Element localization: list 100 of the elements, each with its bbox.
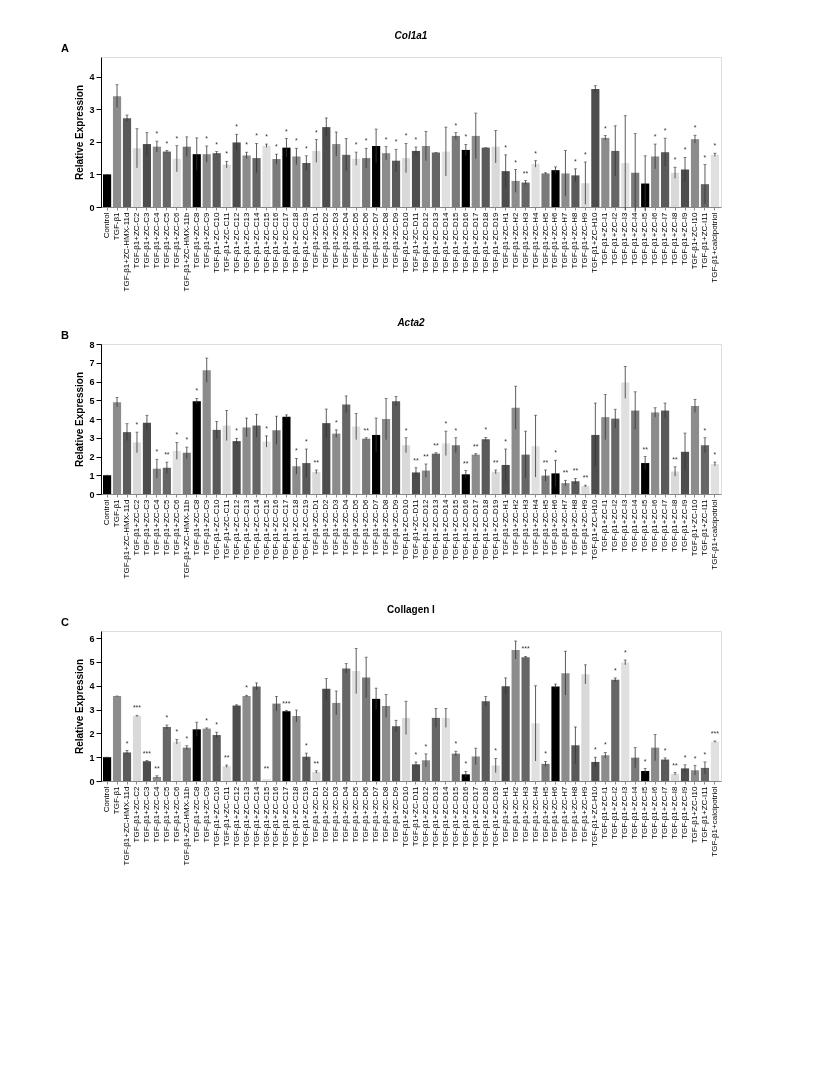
x-tick-label: TGF-β1+ZC-C13 xyxy=(241,211,251,273)
x-tick-label: TGF-β1+ZC-C15 xyxy=(261,785,271,847)
x-tick-label: TGF-β1+ZC-D12 xyxy=(420,498,430,560)
x-tick-label: TGF-β1+calcipotriol xyxy=(709,499,719,570)
x-tick-label: TGF-β1+ZC-I3 xyxy=(620,785,630,839)
x-tick-label: TGF-β1+ZC-C2 xyxy=(131,785,141,843)
x-tick-label: TGF-β1+ZC-C5 xyxy=(161,785,171,843)
x-tick-label: TGF-β1+ZC-H9 xyxy=(580,498,590,556)
x-tick-label: TGF-β1+ZC-D12 xyxy=(420,785,430,847)
x-tick-label: TGF-β1+ZC-D7 xyxy=(371,785,381,843)
x-tick-label: TGF-β1+ZC-I9 xyxy=(680,785,690,839)
x-tick-label: Control xyxy=(102,212,112,239)
x-tick-label: Control xyxy=(102,499,112,526)
x-tick-label: TGF-β1+ZC-I8 xyxy=(670,498,680,552)
x-tick-label: TGF-β1+ZC-I4 xyxy=(630,211,640,265)
x-tick-label: TGF-β1+calcipotriol xyxy=(709,212,719,283)
x-tick-label: TGF-β1+ZC-C4 xyxy=(151,785,161,843)
x-tick-label: TGF-β1+ZC-H6 xyxy=(550,211,560,269)
x-tick-label: TGF-β1+ZC-I1 xyxy=(600,785,610,839)
x-tick-label: TGF-β1+ZC-D8 xyxy=(381,211,391,269)
x-tick-label: TGF-β1+ZC-C2 xyxy=(131,211,141,269)
x-tick-label: TGF-β1+ZC-I9 xyxy=(680,498,690,552)
text: C xyxy=(61,616,69,628)
y-tick-label: 2 xyxy=(89,452,95,462)
x-tick-label: TGF-β1+ZC-I7 xyxy=(660,785,670,839)
y-tick-label: 7 xyxy=(89,358,95,369)
x-tick-label: TGF-β1+ZC-C18 xyxy=(291,785,301,847)
x-tick-label: TGF-β1+ZC-H2 xyxy=(510,785,520,843)
x-tick-label: TGF-β1+ZC-D7 xyxy=(371,211,381,269)
x-tick-label: TGF-β1+ZC-D16 xyxy=(460,211,470,273)
x-tick-label: TGF-β1+ZC-D9 xyxy=(391,785,401,843)
x-tick-label: TGF-β1+ZC-C17 xyxy=(281,498,291,560)
x-tick-label: TGF-β1+ZC-H4 xyxy=(530,785,540,843)
y-tick-label: 1 xyxy=(89,752,95,763)
x-tick-label: TGF-β1+ZC-C12 xyxy=(231,785,241,847)
x-tick-label: TGF-β1+ZC-C5 xyxy=(161,211,171,269)
x-tick-label: TGF-β1+ZC-C18 xyxy=(291,498,301,560)
x-tick-label: TGF-β1+ZC-C6 xyxy=(171,211,181,269)
x-tick-label: TGF-β1+ZC-H3 xyxy=(520,498,530,556)
x-tick-label: TGF-β1+ZC-I11 xyxy=(699,211,709,269)
x-tick-label: TGF-β1+ZC-HMX-11d xyxy=(122,786,132,866)
x-tick-label: TGF-β1+ZC-D19 xyxy=(490,785,500,847)
x-tick-label: TGF-β1+ZC-D6 xyxy=(361,211,371,269)
y-tick-label: 4 xyxy=(89,681,95,692)
y-tick-label: 1 xyxy=(89,169,95,180)
x-tick-label: TGF-β1+ZC-H7 xyxy=(560,211,570,269)
y-tick-label: 8 xyxy=(89,339,95,350)
x-tick-label: TGF-β1+ZC-I4 xyxy=(630,498,640,552)
x-tick-label: TGF-β1+ZC-D9 xyxy=(391,211,401,269)
x-tick-label: TGF-β1+ZC-H5 xyxy=(540,211,550,269)
x-tick-label: TGF-β1+ZC-H7 xyxy=(560,785,570,843)
chart-title: Col1a1 xyxy=(394,30,428,41)
x-tick-label: TGF-β1+ZC-D2 xyxy=(321,785,331,843)
x-tick-label: TGF-β1+ZC-H3 xyxy=(520,211,530,269)
x-tick-label: TGF-β1+ZC-D4 xyxy=(341,498,351,556)
x-tick-label: TGF-β1+ZC-H2 xyxy=(510,498,520,556)
x-tick-label: TGF-β1+ZC-I8 xyxy=(670,785,680,839)
x-tick-label: TGF-β1+ZC-D13 xyxy=(430,211,440,273)
x-tick-label: TGF-β1+ZC-D13 xyxy=(430,785,440,847)
y-tick-label: 2 xyxy=(89,728,95,739)
x-tick-label: TGF-β1+ZC-H1 xyxy=(500,785,510,843)
x-tick-label: TGF-β1+ZC-I9 xyxy=(680,211,690,265)
x-tick-label: TGF-β1+ZC-C6 xyxy=(171,498,181,556)
x-tick-label: TGF-β1+ZC-D13 xyxy=(430,498,440,560)
x-tick-label: TGF-β1+ZC-H10 xyxy=(590,211,600,273)
y-tick-label: 3 xyxy=(89,433,95,444)
y-tick-label: 0 xyxy=(89,202,95,213)
x-tick-label: TGF-β1+ZC-C19 xyxy=(301,211,311,273)
x-tick-label: TGF-β1 xyxy=(112,785,122,815)
x-tick-label: TGF-β1+ZC-D3 xyxy=(331,785,341,843)
x-tick-label: TGF-β1+ZC-C8 xyxy=(191,785,201,843)
x-tick-label: Control xyxy=(102,786,112,813)
x-tick-label: TGF-β1+ZC-H7 xyxy=(560,498,570,556)
x-tick-label: TGF-β1+ZC-D17 xyxy=(470,498,480,560)
x-tick-label: TGF-β1+calcipotriol xyxy=(709,786,719,857)
x-tick-label: TGF-β1+ZC-C10 xyxy=(211,785,221,847)
x-tick-label: TGF-β1+ZC-H2 xyxy=(510,211,520,269)
x-tick-label: TGF-β1+ZC-H6 xyxy=(550,785,560,843)
x-tick-label: TGF-β1+ZC-I6 xyxy=(650,498,660,552)
x-tick-label: TGF-β1+ZC-H4 xyxy=(530,498,540,556)
x-tick-label: TGF-β1+ZC-C19 xyxy=(301,785,311,847)
x-tick-label: TGF-β1+ZC-D3 xyxy=(331,498,341,556)
x-tick-label: TGF-β1+ZC-D18 xyxy=(480,211,490,273)
x-tick-label: TGF-β1+ZC-D17 xyxy=(470,785,480,847)
x-tick-label: TGF-β1+ZC-H8 xyxy=(570,498,580,556)
x-tick-label: TGF-β1+ZC-I4 xyxy=(630,785,640,839)
x-tick-label: TGF-β1+ZC-H1 xyxy=(500,498,510,556)
y-tick-label: 3 xyxy=(89,104,95,115)
x-tick-label: TGF-β1+ZC-I11 xyxy=(699,785,709,843)
x-tick-label: TGF-β1+ZC-D17 xyxy=(470,211,480,273)
x-tick-label: TGF-β1+ZC-D14 xyxy=(440,211,450,273)
y-tick-label: 3 xyxy=(89,705,95,716)
x-tick-label: TGF-β1+ZC-I1 xyxy=(600,498,610,552)
x-tick-label: TGF-β1+ZC-H5 xyxy=(540,785,550,843)
x-tick-label: TGF-β1+ZC-C19 xyxy=(301,498,311,560)
x-tick-label: TGF-β1+ZC-D11 xyxy=(410,498,420,560)
x-tick-label: TGF-β1+ZC-H8 xyxy=(570,785,580,843)
x-tick-label: TGF-β1+ZC-D6 xyxy=(361,498,371,556)
x-tick-label: TGF-β1+ZC-D19 xyxy=(490,211,500,273)
x-tick-label: TGF-β1+ZC-D16 xyxy=(460,785,470,847)
